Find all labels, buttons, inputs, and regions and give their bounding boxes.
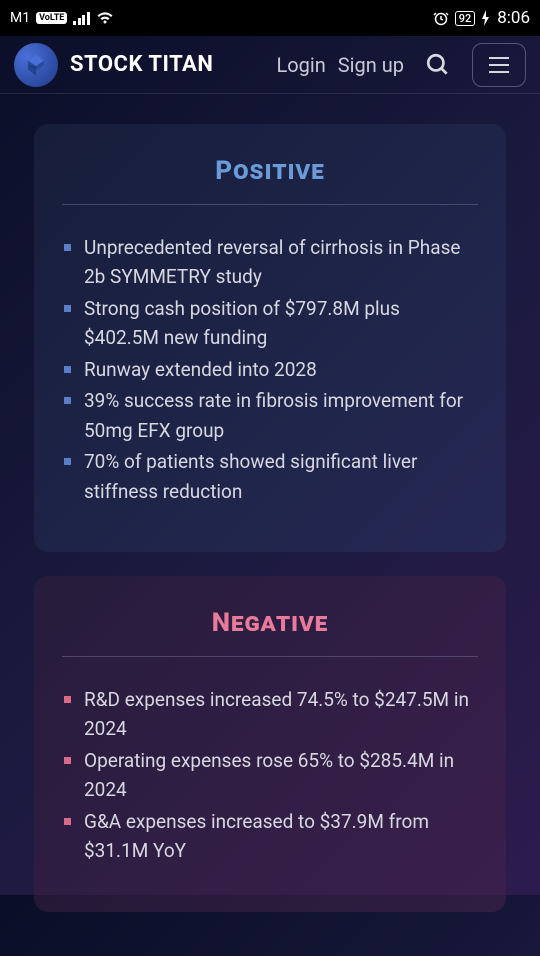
clock-time: 8:06 — [497, 8, 530, 28]
negative-card: Negative R&D expenses increased 74.5% to… — [34, 576, 506, 912]
list-item: Strong cash position of $797.8M plus $40… — [62, 294, 478, 353]
menu-button[interactable] — [472, 43, 526, 87]
app-header: STOCK TITAN Login Sign up — [0, 36, 540, 94]
battery-indicator: 92 — [455, 11, 476, 26]
charging-icon — [481, 10, 491, 26]
status-bar: M1 VoLTE 92 8:06 — [0, 0, 540, 36]
list-item: Operating expenses rose 65% to $285.4M i… — [62, 746, 478, 805]
divider — [62, 204, 478, 205]
logo-icon[interactable] — [14, 43, 58, 87]
divider — [62, 656, 478, 657]
login-link[interactable]: Login — [276, 53, 325, 77]
positive-card: Positive Unprecedented reversal of cirrh… — [34, 124, 506, 552]
search-icon — [425, 52, 451, 78]
positive-list: Unprecedented reversal of cirrhosis in P… — [62, 233, 478, 506]
signup-link[interactable]: Sign up — [338, 53, 404, 77]
list-item: Runway extended into 2028 — [62, 355, 478, 384]
search-button[interactable] — [416, 43, 460, 87]
carrier-label: M1 — [10, 10, 30, 26]
brand-name[interactable]: STOCK TITAN — [70, 52, 264, 77]
volte-badge: VoLTE — [36, 12, 67, 24]
list-item: G&A expenses increased to $37.9M from $3… — [62, 807, 478, 866]
signal-icon — [73, 11, 90, 25]
list-item: 70% of patients showed significant liver… — [62, 447, 478, 506]
list-item: Unprecedented reversal of cirrhosis in P… — [62, 233, 478, 292]
list-item: R&D expenses increased 74.5% to $247.5M … — [62, 685, 478, 744]
positive-title: Positive — [62, 156, 478, 186]
alarm-icon — [433, 10, 449, 26]
hamburger-icon — [487, 56, 511, 74]
list-item: 39% success rate in fibrosis improvement… — [62, 386, 478, 445]
negative-list: R&D expenses increased 74.5% to $247.5M … — [62, 685, 478, 866]
negative-title: Negative — [62, 608, 478, 638]
wifi-icon — [96, 11, 114, 25]
main-content: Positive Unprecedented reversal of cirrh… — [0, 94, 540, 956]
